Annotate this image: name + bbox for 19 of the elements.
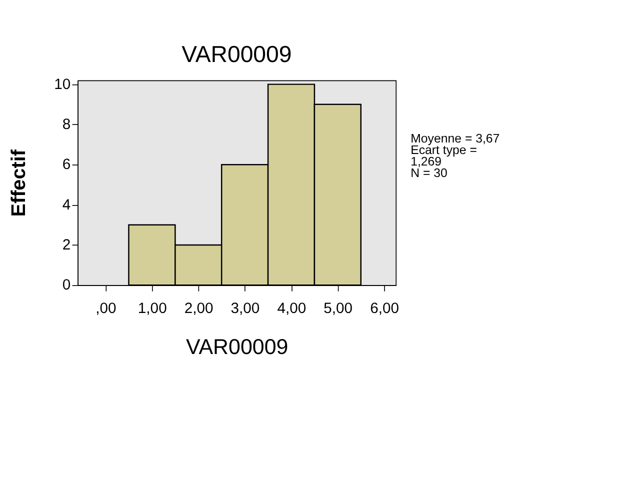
y-axis-title: Effectif bbox=[8, 149, 30, 217]
x-tick-label: 2,00 bbox=[184, 300, 214, 317]
x-tick-label: 5,00 bbox=[324, 300, 353, 317]
y-tick-label: 2 bbox=[62, 238, 71, 254]
y-tick-label: 4 bbox=[62, 197, 71, 214]
x-tick-label: 6,00 bbox=[370, 300, 399, 317]
x-axis-title: VAR00009 bbox=[186, 335, 288, 360]
x-tick-label: ,00 bbox=[96, 300, 116, 317]
y-tick-label: 10 bbox=[54, 76, 71, 93]
x-tick-label: 4,00 bbox=[277, 300, 306, 317]
text: 1,269 bbox=[410, 154, 442, 168]
text: N = 30 bbox=[410, 166, 448, 180]
y-tick-label: 6 bbox=[62, 157, 71, 174]
x-tick-label: 3,00 bbox=[230, 300, 260, 317]
chart-title: VAR00009 bbox=[182, 41, 292, 68]
x-tick-label: 1,00 bbox=[138, 300, 167, 317]
y-tick-label: 8 bbox=[62, 117, 71, 134]
text: Moyenne = 3,67 bbox=[410, 131, 500, 146]
y-tick-label: 0 bbox=[62, 278, 71, 294]
